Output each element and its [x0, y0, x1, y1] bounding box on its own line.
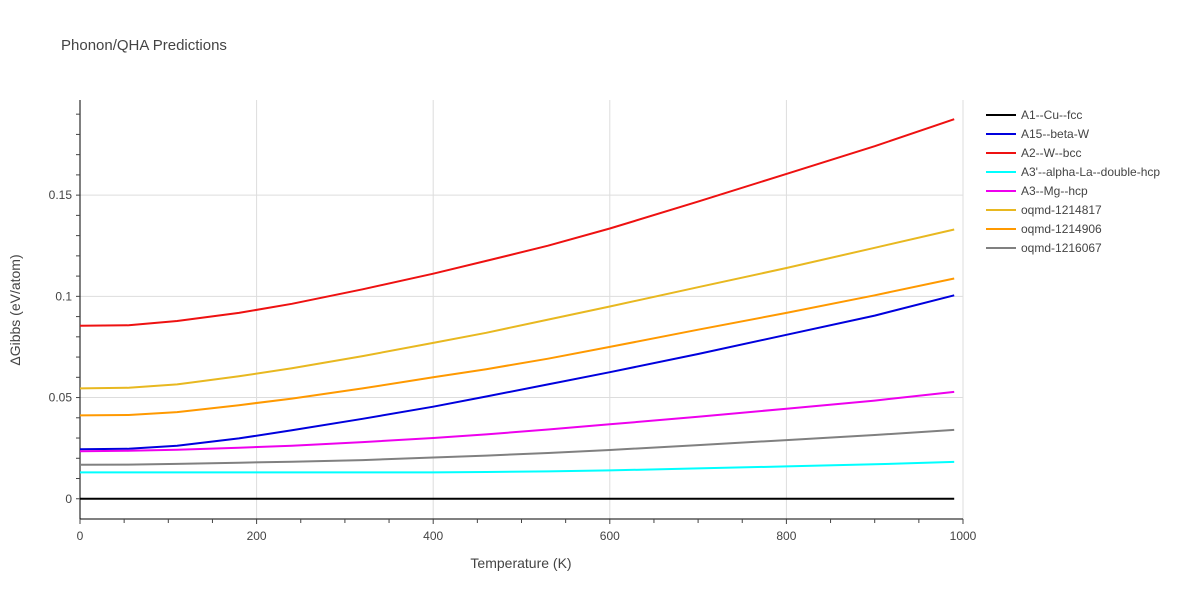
legend-item-7[interactable]: oqmd-1216067 — [986, 241, 1102, 255]
series-line-4 — [79, 390, 955, 453]
y-tick-label: 0 — [65, 492, 72, 506]
legend-label: A15--beta-W — [1021, 127, 1090, 141]
legend-item-5[interactable]: oqmd-1214817 — [986, 203, 1102, 217]
legend-item-3[interactable]: A3'--alpha-La--double-hcp — [986, 165, 1160, 179]
axes — [76, 100, 964, 524]
series-line-6 — [79, 277, 955, 417]
y-tick-label: 0.15 — [49, 188, 73, 202]
legend-item-0[interactable]: A1--Cu--fcc — [986, 108, 1082, 122]
series-line-3 — [80, 460, 955, 474]
legend-item-2[interactable]: A2--W--bcc — [986, 146, 1081, 160]
series-line-7 — [79, 428, 955, 466]
grid-lines — [80, 100, 964, 519]
legend-item-4[interactable]: A3--Mg--hcp — [986, 184, 1088, 198]
legend-item-6[interactable]: oqmd-1214906 — [986, 222, 1102, 236]
legend-label: oqmd-1214906 — [1021, 222, 1102, 236]
series-line-5 — [79, 228, 955, 390]
legend-item-1[interactable]: A15--beta-W — [986, 127, 1090, 141]
series-line-1 — [79, 294, 955, 451]
x-tick-label: 200 — [247, 529, 267, 543]
legend-label: A2--W--bcc — [1021, 146, 1081, 160]
x-tick-label: 600 — [600, 529, 620, 543]
legend-label: A3'--alpha-La--double-hcp — [1021, 165, 1160, 179]
legend[interactable]: A1--Cu--fcc A15--beta-W A2--W--bcc A3'--alp… — [986, 108, 1160, 255]
x-tick-label: 800 — [776, 529, 796, 543]
y-axis-title: ΔGibbs (eV/atom) — [7, 254, 23, 365]
legend-label: oqmd-1214817 — [1021, 203, 1102, 217]
x-axis-title: Temperature (K) — [470, 555, 571, 571]
chart-title: Phonon/QHA Predictions — [61, 37, 227, 54]
tick-labels: 0 200 400 600 800 1000 0 0.05 0.1 0.15 — [49, 188, 977, 543]
legend-label: A3--Mg--hcp — [1021, 184, 1088, 198]
series-layer — [79, 118, 955, 500]
legend-label: A1--Cu--fcc — [1021, 108, 1082, 122]
legend-label: oqmd-1216067 — [1021, 241, 1102, 255]
y-tick-label: 0.05 — [49, 391, 73, 405]
y-tick-label: 0.1 — [55, 289, 72, 303]
x-tick-label: 1000 — [950, 529, 977, 543]
series-line-2 — [79, 118, 955, 327]
x-tick-label: 0 — [77, 529, 84, 543]
x-tick-label: 400 — [423, 529, 443, 543]
